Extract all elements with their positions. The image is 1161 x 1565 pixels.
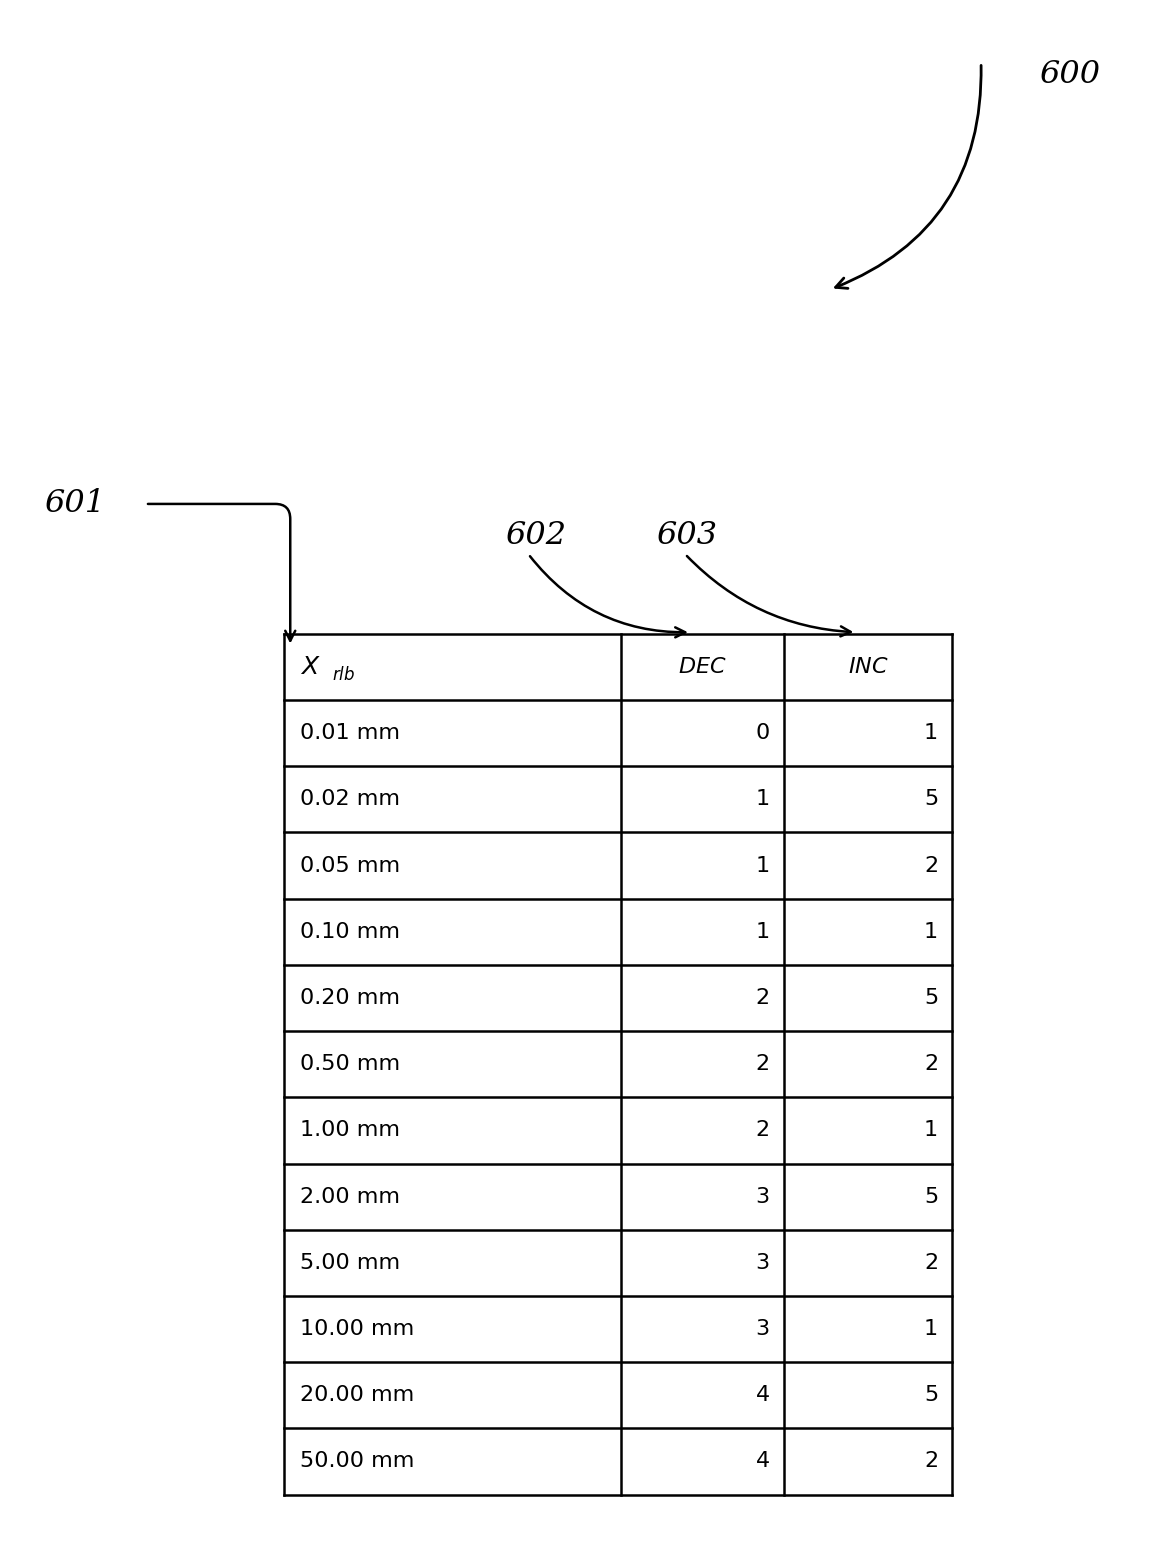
Text: 3: 3 [756, 1186, 770, 1207]
Text: 1: 1 [756, 789, 770, 809]
Text: 4: 4 [756, 1385, 770, 1405]
Text: 3: 3 [756, 1254, 770, 1272]
Text: 2: 2 [756, 1055, 770, 1074]
Text: 0: 0 [756, 723, 770, 743]
Text: 600: 600 [1039, 59, 1101, 91]
Text: 2.00 mm: 2.00 mm [300, 1186, 399, 1207]
Text: 5.00 mm: 5.00 mm [300, 1254, 399, 1272]
Text: 0.10 mm: 0.10 mm [300, 922, 399, 942]
Text: 50.00 mm: 50.00 mm [300, 1451, 414, 1471]
Text: 5: 5 [924, 1385, 938, 1405]
Text: 2: 2 [924, 1055, 938, 1074]
Text: 2: 2 [756, 1121, 770, 1141]
Text: 0.20 mm: 0.20 mm [300, 988, 399, 1008]
Text: 602: 602 [505, 520, 567, 551]
Text: 1: 1 [924, 723, 938, 743]
Text: 2: 2 [924, 1451, 938, 1471]
Text: $\mathit{rlb}$: $\mathit{rlb}$ [332, 665, 355, 684]
Text: 5: 5 [924, 988, 938, 1008]
Text: $\mathit{DEC}$: $\mathit{DEC}$ [678, 657, 727, 678]
Text: 1: 1 [756, 856, 770, 875]
Text: 2: 2 [924, 856, 938, 875]
Text: 10.00 mm: 10.00 mm [300, 1319, 413, 1340]
Text: $\mathit{INC}$: $\mathit{INC}$ [848, 657, 888, 678]
Text: 1: 1 [924, 1319, 938, 1340]
Text: 1: 1 [924, 922, 938, 942]
Text: 0.01 mm: 0.01 mm [300, 723, 399, 743]
Text: 5: 5 [924, 789, 938, 809]
Text: 2: 2 [756, 988, 770, 1008]
Text: 5: 5 [924, 1186, 938, 1207]
Text: 0.05 mm: 0.05 mm [300, 856, 399, 875]
Text: 20.00 mm: 20.00 mm [300, 1385, 413, 1405]
Text: 0.02 mm: 0.02 mm [300, 789, 399, 809]
Text: 1: 1 [924, 1121, 938, 1141]
Text: 601: 601 [44, 488, 106, 520]
Text: 1.00 mm: 1.00 mm [300, 1121, 399, 1141]
Text: $\mathit{X}$: $\mathit{X}$ [300, 654, 320, 679]
Text: 603: 603 [656, 520, 717, 551]
Text: 0.50 mm: 0.50 mm [300, 1055, 399, 1074]
Text: 4: 4 [756, 1451, 770, 1471]
Text: 3: 3 [756, 1319, 770, 1340]
Text: 2: 2 [924, 1254, 938, 1272]
Text: 1: 1 [756, 922, 770, 942]
